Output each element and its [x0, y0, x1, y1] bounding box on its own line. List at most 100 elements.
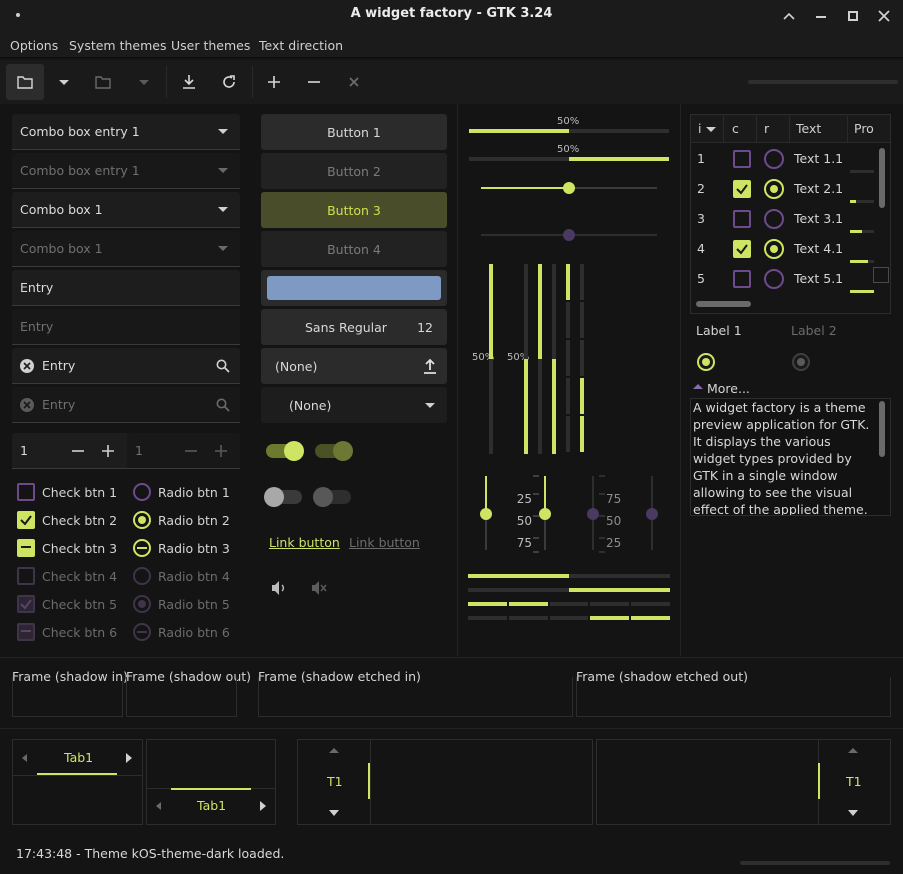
radio-button-1[interactable] [133, 483, 151, 501]
switch-off-disabled[interactable] [313, 487, 351, 507]
tab-scroll-left-icon[interactable] [22, 754, 27, 762]
row-check[interactable] [733, 270, 751, 288]
tab-scroll-down-icon[interactable] [848, 810, 858, 816]
tab-scroll-down-icon[interactable] [329, 810, 339, 816]
hscale-trough-inverted[interactable] [469, 157, 669, 161]
tab-scroll-up-icon[interactable] [848, 748, 858, 753]
column-header-progress[interactable]: Pro [854, 121, 874, 136]
radio-spinner-inactive[interactable] [792, 353, 810, 371]
column-header-r[interactable]: r [764, 121, 770, 136]
tab-scroll-right-icon[interactable] [126, 753, 132, 763]
row-check[interactable] [733, 150, 751, 168]
vslider-knob[interactable] [539, 508, 551, 520]
open-menu-button[interactable] [46, 64, 82, 100]
remove-button[interactable] [295, 64, 333, 100]
entry-text[interactable]: Entry [20, 280, 54, 295]
row-check[interactable] [733, 180, 751, 198]
open-menu-disabled-button[interactable] [126, 64, 162, 100]
tab-t1-right[interactable]: T1 [846, 774, 862, 789]
link-button-disabled[interactable]: Link button [349, 535, 420, 550]
horizontal-scrollbar[interactable] [696, 301, 751, 307]
vslider-knob-disabled[interactable] [587, 508, 599, 520]
column-header-i[interactable]: i [698, 121, 702, 136]
tab-scroll-left-icon[interactable] [156, 802, 161, 810]
radio-button-3[interactable] [133, 539, 151, 557]
expander-label[interactable]: More... [707, 381, 750, 396]
hslider-knob[interactable] [563, 182, 575, 194]
close-icon[interactable] [878, 10, 890, 22]
text-view[interactable]: A widget factory is a theme preview appl… [690, 398, 891, 516]
restore-icon[interactable] [848, 11, 858, 21]
combo-box-1[interactable]: Combo box 1 [12, 192, 240, 228]
button-2[interactable]: Button 2 [261, 153, 447, 189]
spin-button[interactable]: 1 [12, 433, 130, 469]
vscale-trough[interactable] [538, 264, 542, 454]
entry-field[interactable]: Entry [12, 270, 240, 306]
row-radio[interactable] [764, 209, 784, 229]
row-check[interactable] [733, 210, 751, 228]
menu-text-direction[interactable]: Text direction [259, 38, 344, 53]
radio-button-6[interactable] [133, 623, 151, 641]
font-button[interactable]: Sans Regular 12 [261, 309, 447, 345]
button-3[interactable]: Button 3 [261, 192, 447, 228]
text-view-scrollbar[interactable] [879, 401, 885, 457]
window-menu-icon[interactable] [16, 13, 20, 17]
vertical-scrollbar[interactable] [879, 148, 885, 208]
search-entry-disabled[interactable]: Entry [12, 387, 240, 423]
refresh-button[interactable] [210, 64, 248, 100]
open-folder-button[interactable] [6, 64, 44, 100]
minus-icon[interactable] [72, 445, 84, 457]
minimize-icon[interactable] [816, 16, 826, 18]
check-button-4[interactable] [17, 567, 35, 585]
file-chooser-button[interactable]: (None) [261, 348, 447, 384]
row-radio[interactable] [764, 269, 784, 289]
button-1[interactable]: Button 1 [261, 114, 447, 150]
radio-button-2[interactable] [133, 511, 151, 529]
volume-muted-icon[interactable] [310, 580, 328, 596]
volume-icon[interactable] [270, 580, 288, 596]
open-folder-disabled-button[interactable] [84, 64, 122, 100]
vscale-trough[interactable] [489, 264, 493, 454]
vscale-trough-inverted[interactable] [552, 264, 556, 454]
vscale-trough-inverted[interactable] [524, 264, 528, 454]
color-button[interactable] [261, 270, 447, 306]
plus-icon[interactable] [102, 445, 114, 457]
column-header-text[interactable]: Text [796, 121, 822, 136]
vslider-knob[interactable] [480, 508, 492, 520]
check-button-5[interactable] [17, 595, 35, 613]
column-header-c[interactable]: c [732, 121, 739, 136]
switch-on-disabled[interactable] [315, 441, 353, 461]
check-button-3[interactable] [17, 539, 35, 557]
tab-scroll-up-icon[interactable] [329, 748, 339, 753]
clear-icon[interactable] [20, 358, 34, 373]
radio-button-5[interactable] [133, 595, 151, 613]
check-button-6[interactable] [17, 623, 35, 641]
chevron-down-icon[interactable] [218, 129, 228, 134]
row-check[interactable] [733, 240, 751, 258]
combo-box-entry-disabled[interactable]: Combo box entry 1 [12, 153, 240, 189]
combo-box-entry-1[interactable]: Combo box entry 1 [12, 114, 240, 150]
entry-field-disabled[interactable]: Entry [12, 309, 240, 345]
search-entry[interactable]: Entry [12, 348, 240, 384]
tab-t1-left[interactable]: T1 [327, 774, 343, 789]
search-entry-text[interactable]: Entry [42, 358, 76, 373]
expander-arrow-icon[interactable] [693, 384, 703, 389]
button-4[interactable]: Button 4 [261, 231, 447, 267]
switch-off[interactable] [264, 487, 302, 507]
combo-entry-text[interactable]: Combo box entry 1 [20, 124, 140, 139]
vslider-knob-disabled[interactable] [646, 508, 658, 520]
spin-button-disabled[interactable]: 1 [127, 433, 240, 469]
radio-spinner-active[interactable] [697, 353, 715, 371]
menu-user-themes[interactable]: User themes [171, 38, 251, 53]
app-chooser-combo[interactable]: (None) [261, 387, 447, 423]
menu-options[interactable]: Options [10, 38, 59, 53]
hslider-knob-disabled[interactable] [563, 229, 575, 241]
download-button[interactable] [170, 64, 208, 100]
hscale-trough[interactable] [469, 129, 669, 133]
check-button-1[interactable] [17, 483, 35, 501]
check-button-2[interactable] [17, 511, 35, 529]
tab-scroll-right-icon[interactable] [260, 801, 266, 811]
combo-box-disabled[interactable]: Combo box 1 [12, 231, 240, 267]
tab-tab1-bottom[interactable]: Tab1 [197, 798, 227, 813]
link-button[interactable]: Link button [269, 535, 340, 550]
